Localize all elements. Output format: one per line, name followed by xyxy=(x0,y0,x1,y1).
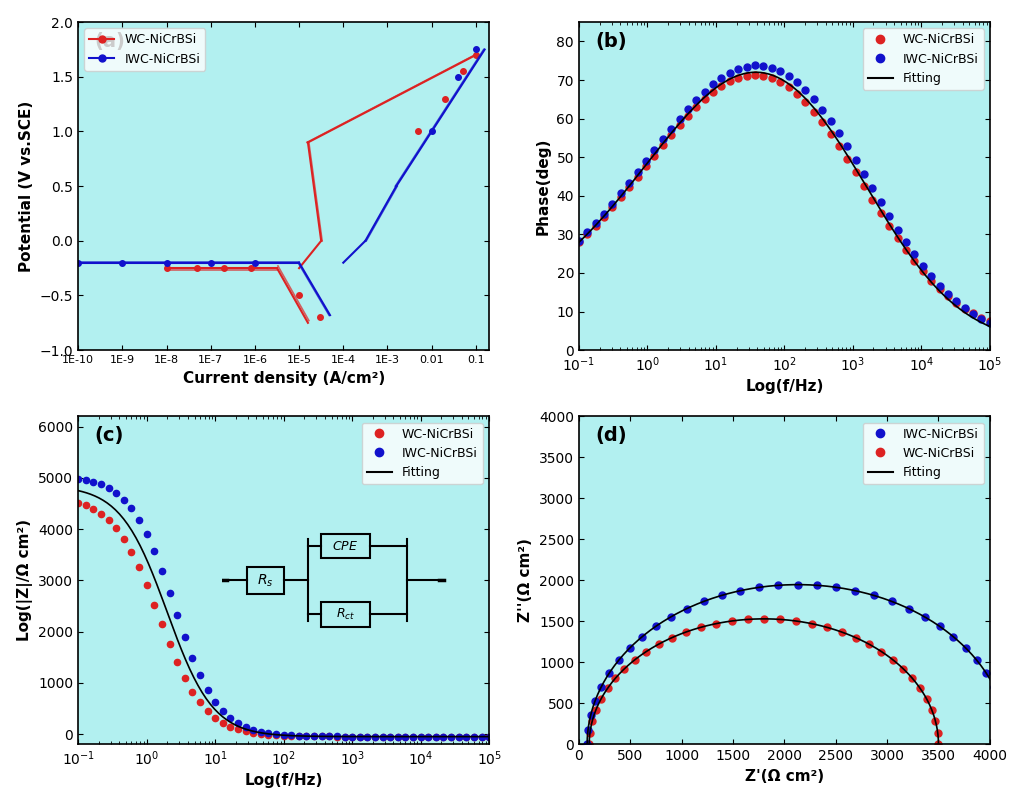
Y-axis label: Z''(Ω cm²): Z''(Ω cm²) xyxy=(518,539,534,622)
Text: (b): (b) xyxy=(595,32,627,51)
Text: (d): (d) xyxy=(595,426,627,445)
Legend: WC-NiCrBSi, IWC-NiCrBSi, Fitting: WC-NiCrBSi, IWC-NiCrBSi, Fitting xyxy=(362,423,483,484)
Legend: IWC-NiCrBSi, WC-NiCrBSi, Fitting: IWC-NiCrBSi, WC-NiCrBSi, Fitting xyxy=(862,423,984,484)
X-axis label: Z'(Ω cm²): Z'(Ω cm²) xyxy=(744,769,824,784)
Legend: WC-NiCrBSi, IWC-NiCrBSi, Fitting: WC-NiCrBSi, IWC-NiCrBSi, Fitting xyxy=(862,28,984,90)
Text: (c): (c) xyxy=(94,426,124,445)
Y-axis label: Phase(deg): Phase(deg) xyxy=(536,138,551,235)
Legend: WC-NiCrBSi, IWC-NiCrBSi: WC-NiCrBSi, IWC-NiCrBSi xyxy=(84,28,206,71)
X-axis label: Log(f/Hz): Log(f/Hz) xyxy=(745,379,823,394)
X-axis label: Current density (A/cm²): Current density (A/cm²) xyxy=(182,370,385,386)
X-axis label: Log(f/Hz): Log(f/Hz) xyxy=(245,774,323,788)
Text: (a): (a) xyxy=(94,32,126,51)
Y-axis label: Potential (V vs.SCE): Potential (V vs.SCE) xyxy=(19,101,34,272)
Y-axis label: Log(|Z|/Ω cm²): Log(|Z|/Ω cm²) xyxy=(16,519,33,642)
